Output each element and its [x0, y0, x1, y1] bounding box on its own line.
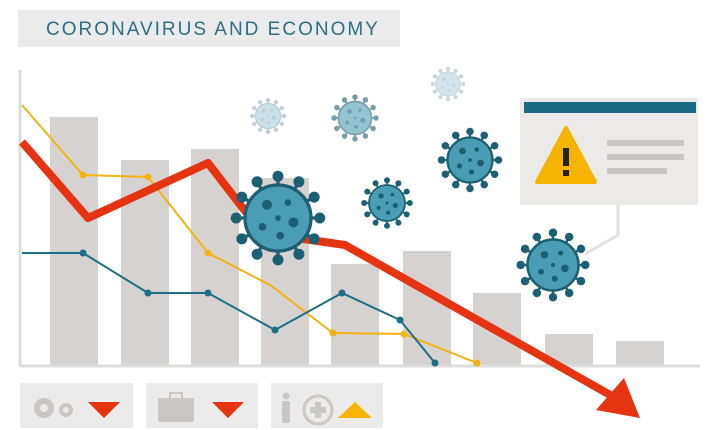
warning-box [520, 98, 698, 205]
trend-arrow [18, 139, 614, 400]
lines [21, 104, 478, 364]
text-lines [607, 140, 684, 174]
bars [50, 117, 664, 365]
title-box [18, 10, 400, 47]
arrow-head [596, 378, 640, 418]
connector [584, 205, 620, 256]
title: CORONAVIRUS AND ECONOMY [46, 19, 380, 40]
warning-dot [563, 170, 569, 176]
yellow-dots [79, 171, 481, 367]
teal-dots [79, 249, 439, 367]
axes [18, 70, 700, 368]
warning-mark [563, 148, 569, 166]
warning-bar [524, 102, 696, 113]
bottom-panels [20, 383, 383, 428]
